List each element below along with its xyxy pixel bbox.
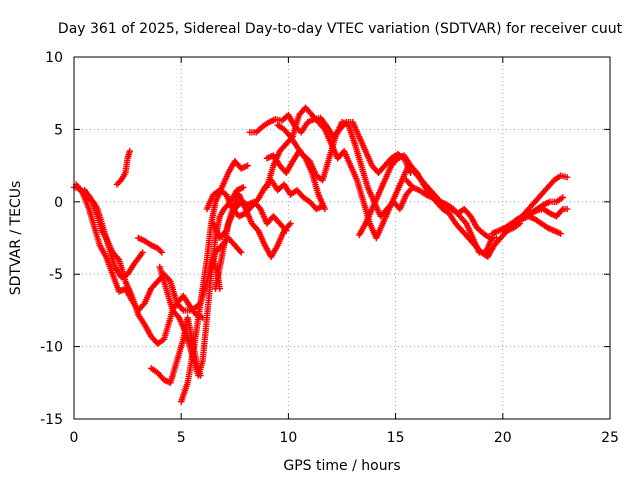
series-track-12: [274, 118, 416, 220]
chart-title: Day 361 of 2025, Sidereal Day-to-day VTE…: [58, 21, 623, 37]
series-track-19: [527, 205, 571, 220]
y-tick-label: -10: [40, 340, 63, 356]
data-point: [321, 205, 329, 213]
grid-lines: [74, 57, 610, 419]
x-tick-label: 25: [601, 430, 619, 446]
data-point: [563, 173, 571, 181]
series-track-17: [499, 213, 564, 237]
data-point: [557, 230, 564, 237]
data-marks: [70, 104, 571, 405]
series-track-22: [210, 256, 223, 292]
series-track-18: [512, 172, 571, 224]
y-tick-label: 10: [45, 50, 63, 66]
data-point: [287, 220, 294, 227]
x-tick-label: 10: [279, 430, 297, 446]
data-point: [240, 184, 247, 191]
y-tick-label: -5: [49, 267, 63, 283]
data-point: [493, 234, 500, 242]
series-track-13: [263, 104, 496, 256]
y-tick-label: 0: [54, 195, 63, 211]
series-track-21: [135, 234, 166, 256]
series-track-15: [403, 176, 500, 242]
data-point: [563, 205, 571, 213]
x-tick-label: 15: [387, 430, 405, 446]
x-tick-label: 20: [494, 430, 512, 446]
x-tick-label: 5: [177, 430, 186, 446]
data-point: [197, 372, 204, 379]
data-point: [283, 227, 290, 234]
plot-frame: [73, 56, 611, 420]
axis-ticks: 0 5 10 15 20 25 -15 -10 -5 0 5 10: [40, 50, 619, 446]
y-tick-label: 5: [54, 122, 63, 138]
data-point: [216, 285, 223, 292]
series-track-6: [178, 158, 251, 405]
series-track-20: [113, 147, 133, 188]
data-point: [158, 249, 166, 256]
x-tick-label: 0: [70, 430, 79, 446]
x-axis-label: GPS time / hours: [283, 458, 400, 474]
y-axis-label: SDTVAR / TECUs: [8, 181, 24, 296]
data-point: [238, 249, 245, 256]
data-point: [559, 194, 567, 201]
data-point: [126, 147, 133, 155]
data-point: [244, 162, 251, 169]
data-point: [139, 249, 146, 256]
y-tick-label: -15: [40, 412, 63, 428]
